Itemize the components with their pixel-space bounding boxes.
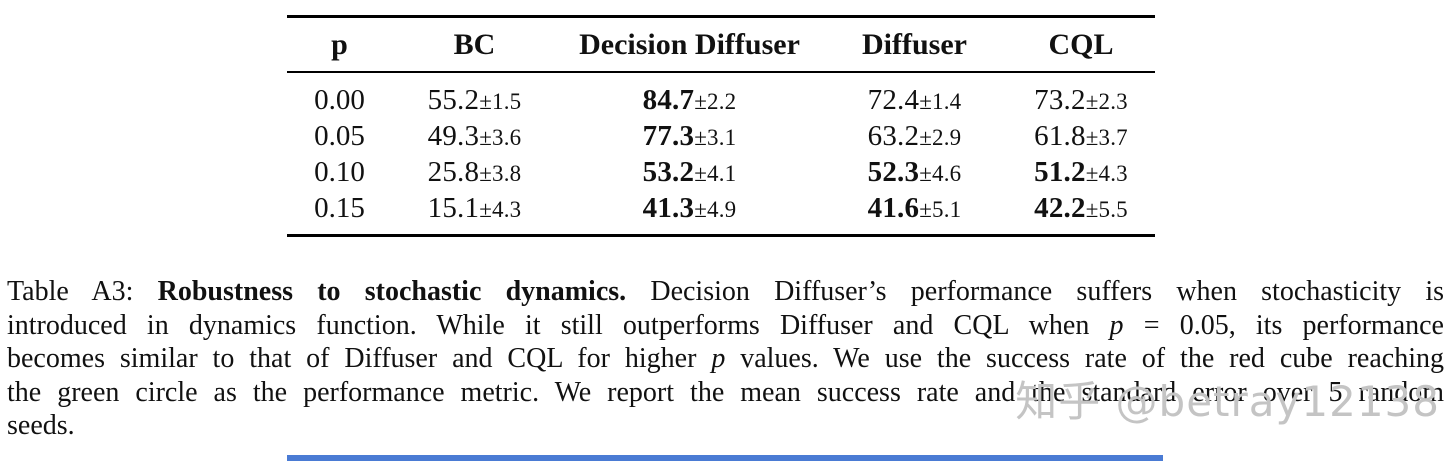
table-cell: 55.2±1.5: [392, 72, 557, 118]
caption-segment: introduced in dynamics function. While i…: [7, 309, 1110, 341]
caption-segment: seeds.: [7, 410, 75, 441]
cell-value: 15.1: [427, 191, 480, 224]
cell-stderr: ±4.3: [1085, 160, 1128, 186]
table-cell: 25.8±3.8: [392, 154, 557, 190]
table-header-row: p BC Decision Diffuser Diffuser CQL: [287, 16, 1155, 73]
cell-stderr: ±2.2: [694, 88, 737, 114]
table-head: p BC Decision Diffuser Diffuser CQL: [287, 16, 1155, 73]
cell-value: 73.2: [1034, 83, 1086, 116]
cell-stderr: ±5.5: [1085, 196, 1128, 222]
caption-line: seeds.: [7, 409, 1444, 443]
cell-stderr: ±1.5: [479, 88, 522, 114]
caption-line: introduced in dynamics function. While i…: [7, 309, 1444, 343]
robustness-table: p BC Decision Diffuser Diffuser CQL 0.00 55.2…: [287, 15, 1155, 237]
table-cell: 61.8±3.7: [1007, 118, 1155, 154]
caption-segment: becomes similar to that of Diffuser and …: [7, 343, 712, 374]
cell-value: 42.2: [1034, 191, 1086, 224]
cell-p: 0.00: [314, 83, 365, 116]
cell-value: 41.3: [642, 191, 695, 224]
cell-p: 0.10: [314, 155, 365, 188]
cell-stderr: ±4.1: [694, 160, 737, 186]
cell-value: 61.8: [1034, 119, 1086, 152]
cell-stderr: ±4.3: [479, 196, 522, 222]
cell-stderr: ±4.9: [694, 196, 737, 222]
cell-value: 53.2: [642, 155, 695, 188]
cell-stderr: ±3.6: [479, 124, 522, 150]
table-row: 0.05 49.3±3.6 77.3±3.1 63.2±2.9 61.8±3.7: [287, 118, 1155, 154]
footer-bar: [287, 455, 1163, 461]
cell-stderr: ±3.1: [694, 124, 737, 150]
table-body: 0.00 55.2±1.5 84.7±2.2 72.4±1.4 73.2±2.3 0.05…: [287, 72, 1155, 236]
table-cell: 84.7±2.2: [557, 72, 822, 118]
cell-p: 0.15: [314, 191, 365, 224]
table-cell: 15.1±4.3: [392, 190, 557, 236]
caption-line: Table A3: Robustness to stochastic dynam…: [7, 275, 1444, 309]
column-header-bc: BC: [392, 16, 557, 73]
cell-value: 55.2: [427, 83, 480, 116]
column-header-p: p: [287, 16, 392, 73]
cell-value: 63.2: [867, 119, 920, 152]
cell-stderr: ±3.7: [1085, 124, 1128, 150]
cell-value: 49.3: [427, 119, 480, 152]
caption-segment: Decision Diffuser’s performance suffers …: [626, 276, 1444, 307]
table-cell: 42.2±5.5: [1007, 190, 1155, 236]
cell-stderr: ±4.6: [919, 160, 962, 186]
caption-segment: p: [1109, 309, 1124, 341]
cell-value: 72.4: [867, 83, 920, 116]
table-cell: 77.3±3.1: [557, 118, 822, 154]
cell-stderr: ±2.9: [919, 124, 962, 150]
caption-line: becomes similar to that of Diffuser and …: [7, 342, 1444, 376]
cell-value: 52.3: [867, 155, 920, 188]
table-cell: 41.3±4.9: [557, 190, 822, 236]
column-header-decision-diffuser: Decision Diffuser: [557, 16, 822, 73]
caption-segment: the green circle as the performance metr…: [7, 376, 1444, 408]
caption-line: the green circle as the performance metr…: [7, 376, 1444, 410]
cell-value: 25.8: [427, 155, 480, 188]
cell-p: 0.05: [314, 119, 365, 152]
cell-stderr: ±1.4: [919, 88, 962, 114]
caption-segment: p: [711, 343, 726, 374]
table-cell: 53.2±4.1: [557, 154, 822, 190]
caption-segment: values. We use the success rate of the r…: [725, 343, 1444, 374]
table-cell: 41.6±5.1: [822, 190, 1007, 236]
table-row: 0.10 25.8±3.8 53.2±4.1 52.3±4.6 51.2±4.3: [287, 154, 1155, 190]
cell-value: 51.2: [1034, 155, 1086, 188]
column-header-diffuser: Diffuser: [822, 16, 1007, 73]
column-header-cql: CQL: [1007, 16, 1155, 73]
table-row: 0.15 15.1±4.3 41.3±4.9 41.6±5.1 42.2±5.5: [287, 190, 1155, 236]
cell-value: 41.6: [867, 191, 920, 224]
table-cell: 49.3±3.6: [392, 118, 557, 154]
cell-value: 77.3: [642, 119, 695, 152]
cell-value: 84.7: [642, 83, 695, 116]
caption-segment: Table A3:: [7, 276, 158, 307]
caption-segment: = 0.05, its performance: [1123, 309, 1444, 341]
results-table: p BC Decision Diffuser Diffuser CQL 0.00 55.2…: [287, 15, 1155, 237]
cell-stderr: ±3.8: [479, 160, 522, 186]
table-cell: 63.2±2.9: [822, 118, 1007, 154]
table-cell: 73.2±2.3: [1007, 72, 1155, 118]
table-cell: 72.4±1.4: [822, 72, 1007, 118]
cell-stderr: ±2.3: [1085, 88, 1128, 114]
cell-stderr: ±5.1: [919, 196, 962, 222]
table-caption: Table A3: Robustness to stochastic dynam…: [7, 275, 1444, 443]
table-cell: 51.2±4.3: [1007, 154, 1155, 190]
caption-segment: Robustness to stochastic dynamics.: [157, 276, 627, 307]
table-cell: 52.3±4.6: [822, 154, 1007, 190]
table-row: 0.00 55.2±1.5 84.7±2.2 72.4±1.4 73.2±2.3: [287, 72, 1155, 118]
